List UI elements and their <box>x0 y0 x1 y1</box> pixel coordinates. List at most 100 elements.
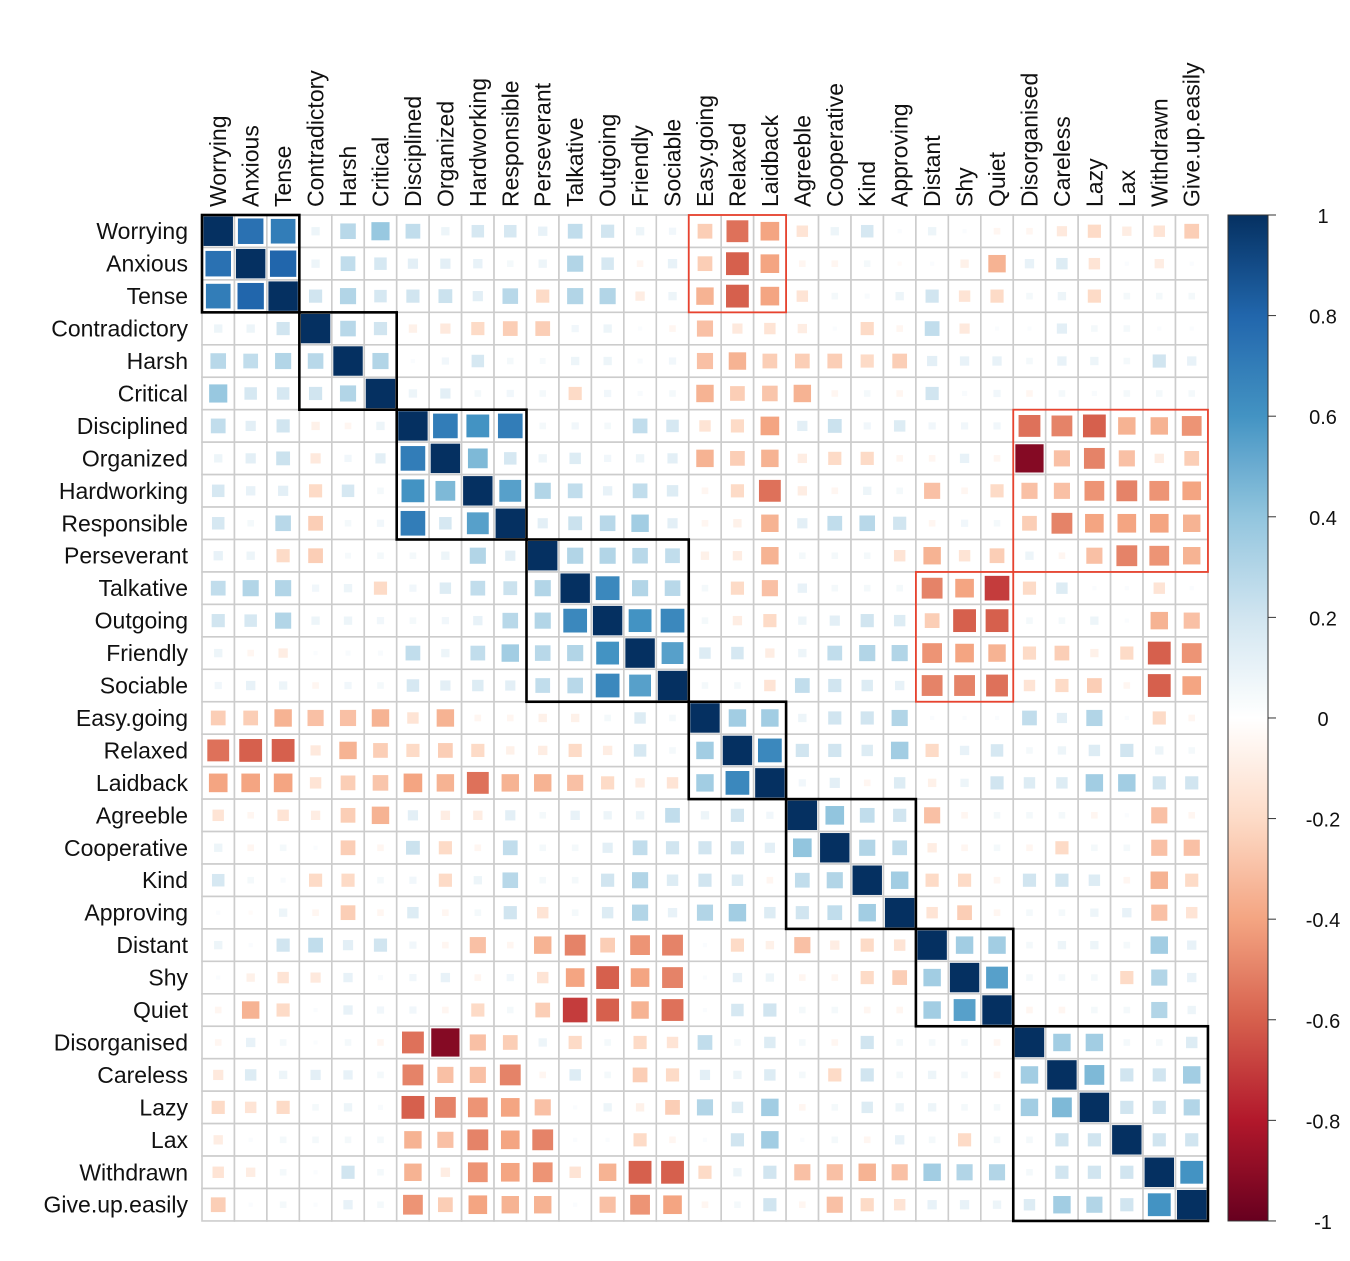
corr-square <box>1124 586 1129 591</box>
corr-square <box>440 680 451 691</box>
corr-square <box>469 547 486 564</box>
corr-square <box>826 872 843 889</box>
corr-square <box>466 414 490 438</box>
corr-square <box>210 1197 226 1213</box>
corr-square <box>895 680 905 691</box>
corr-square <box>339 385 357 402</box>
corr-square <box>406 840 420 855</box>
corr-square <box>276 1100 290 1114</box>
corr-square <box>1091 844 1098 852</box>
corr-square <box>339 709 357 727</box>
corr-square <box>205 283 231 309</box>
corr-square <box>863 1136 871 1144</box>
corr-square <box>470 645 486 661</box>
corr-square <box>605 1137 610 1142</box>
corr-square <box>961 1071 968 1079</box>
corr-square <box>799 1201 806 1209</box>
corr-square <box>246 486 256 496</box>
grid-cell <box>947 636 982 671</box>
corr-square <box>310 453 321 464</box>
corr-square <box>539 390 547 397</box>
corr-square <box>1086 547 1103 564</box>
corr-square <box>278 1070 288 1080</box>
corr-square <box>1084 480 1105 501</box>
corr-square <box>473 810 483 820</box>
corr-square <box>831 1006 839 1014</box>
corr-square <box>438 1197 453 1213</box>
corr-square <box>668 291 677 301</box>
corr-square <box>467 1162 488 1183</box>
row-label: Lazy <box>139 1094 188 1120</box>
corr-square <box>993 1136 1001 1144</box>
corr-square <box>1057 940 1067 950</box>
square-layer <box>203 216 1207 1220</box>
corr-square <box>1123 682 1131 689</box>
corr-square <box>571 356 580 366</box>
corr-square <box>1122 226 1132 236</box>
corr-square <box>636 260 644 267</box>
corr-square <box>1147 674 1171 697</box>
corr-square <box>1120 743 1134 758</box>
corr-square <box>1053 1196 1071 1214</box>
corr-square <box>960 422 969 430</box>
corr-square <box>927 1103 937 1112</box>
corr-square <box>344 519 352 527</box>
corr-square <box>732 615 743 626</box>
corr-square <box>277 971 289 984</box>
corr-square <box>601 873 615 887</box>
corr-square <box>924 807 941 824</box>
corr-square <box>341 484 355 498</box>
corr-square <box>696 320 714 337</box>
corr-square <box>377 682 384 689</box>
corr-square <box>930 715 935 721</box>
corr-square <box>962 390 968 397</box>
corr-square <box>1149 480 1170 501</box>
corr-square <box>955 643 974 663</box>
corr-square <box>403 1194 423 1215</box>
corr-square <box>637 326 643 331</box>
corr-square <box>602 745 613 756</box>
corr-square <box>637 358 643 364</box>
corr-square <box>469 1066 486 1083</box>
corr-square <box>764 906 776 919</box>
corr-square <box>734 682 741 689</box>
corr-square <box>592 605 623 636</box>
corr-square <box>371 222 390 241</box>
column-label: Lazy <box>1081 158 1107 207</box>
corr-square <box>949 962 980 993</box>
corr-square <box>502 1035 518 1050</box>
corr-square <box>635 811 645 820</box>
corr-square <box>213 551 223 561</box>
corr-square <box>376 519 385 527</box>
corr-square <box>988 254 1006 273</box>
corr-square <box>503 581 518 596</box>
corr-square <box>696 384 714 403</box>
corr-square <box>599 515 616 532</box>
corr-square <box>1157 326 1162 331</box>
corr-square <box>730 938 745 952</box>
corr-square <box>924 613 940 628</box>
corr-square <box>632 872 649 889</box>
corr-square <box>405 645 421 661</box>
corr-square <box>276 1003 290 1017</box>
corr-square <box>1020 1066 1039 1084</box>
corr-square <box>469 1034 486 1051</box>
corr-square <box>896 1006 903 1014</box>
corr-square <box>595 673 620 698</box>
corr-square <box>1026 844 1033 852</box>
corr-square <box>922 643 943 663</box>
column-label: Careless <box>1049 116 1075 207</box>
corr-square <box>733 519 742 528</box>
corr-square <box>404 1163 422 1181</box>
corr-square <box>1188 747 1196 754</box>
corr-square <box>755 768 785 798</box>
corr-square <box>313 1170 318 1175</box>
corr-square <box>631 514 649 532</box>
corr-square <box>1026 812 1033 819</box>
corr-square <box>376 421 385 431</box>
corr-square <box>799 1039 806 1046</box>
corr-square <box>927 778 937 788</box>
corr-square <box>276 938 290 952</box>
grid-cell <box>720 636 755 671</box>
corr-square <box>500 1130 520 1150</box>
